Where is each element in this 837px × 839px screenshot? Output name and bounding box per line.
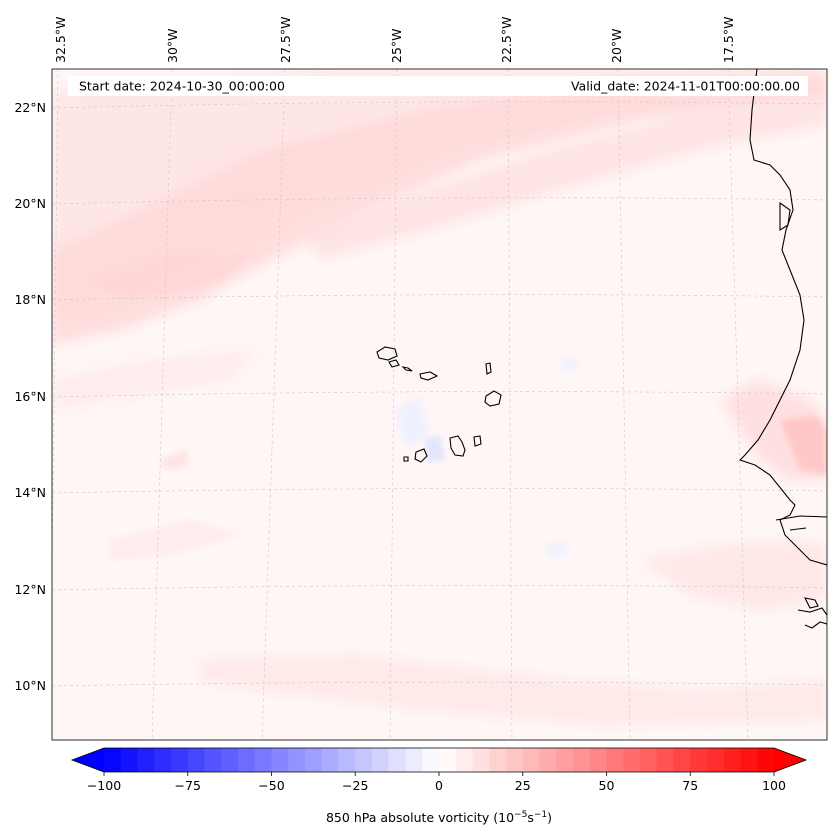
fogo-island xyxy=(414,448,428,463)
colorbar-swatch xyxy=(321,748,340,772)
colorbar-swatch xyxy=(254,748,273,772)
colorbar-swatch xyxy=(355,748,373,772)
cape-verde-islands xyxy=(376,346,502,463)
colorbar-swatch xyxy=(238,748,256,772)
colorbar-swatch xyxy=(439,748,457,772)
colorbar-swatches xyxy=(104,748,775,772)
colorbar-swatch xyxy=(656,748,675,772)
lon-label: 27.5°W xyxy=(278,17,293,63)
colorbar-swatch xyxy=(422,748,440,772)
colorbar-swatch xyxy=(707,748,725,772)
colorbar-swatch xyxy=(137,748,155,772)
boa-vista-island xyxy=(484,390,502,407)
latitude-labels: 22°N 20°N 18°N 16°N 14°N 12°N 10°N xyxy=(14,100,46,693)
colorbar-swatch xyxy=(556,748,574,772)
lon-label: 25°W xyxy=(389,28,404,63)
lon-label: 20°W xyxy=(609,28,624,63)
lat-label: 22°N xyxy=(14,100,46,115)
colorbar-swatch xyxy=(204,748,222,772)
colorbar-swatch xyxy=(171,748,189,772)
colorbar-swatch xyxy=(305,748,323,772)
colorbar-max-extend-arrow xyxy=(774,748,806,772)
colorbar-swatch xyxy=(187,748,206,772)
colorbar-swatch xyxy=(573,748,591,772)
colorbar-tick-label: 0 xyxy=(435,778,443,793)
colorbar-swatch xyxy=(388,748,407,772)
colorbar-swatch xyxy=(120,748,139,772)
colorbar-swatch xyxy=(288,748,306,772)
lon-label: 17.5°W xyxy=(721,17,736,63)
colorbar-swatch xyxy=(623,748,641,772)
header-strip xyxy=(68,76,808,96)
colorbar-swatch xyxy=(472,748,490,772)
santiago-island xyxy=(449,435,466,457)
colorbar-tick-label: 50 xyxy=(599,778,615,793)
colorbar-swatch xyxy=(455,748,474,772)
africa-coastline xyxy=(738,69,827,566)
lon-label: 22.5°W xyxy=(499,17,514,63)
colorbar: −100 −75 −50 −25 0 25 50 75 100 850 hPa absolute… xyxy=(70,747,808,825)
colorbar-swatch xyxy=(640,748,658,772)
colorbar-swatch xyxy=(757,748,775,772)
lat-label: 18°N xyxy=(14,292,46,307)
colorbar-swatch xyxy=(372,748,390,772)
start-date-label: Start date: 2024-10-30_00:00:00 xyxy=(79,79,285,94)
colorbar-tick-label: −25 xyxy=(342,778,368,793)
colorbar-swatch xyxy=(522,748,541,772)
colorbar-swatch xyxy=(723,748,742,772)
colorbar-label: 850 hPa absolute vorticity (10−5s−1) xyxy=(326,810,552,825)
colorbar-tick-label: 25 xyxy=(515,778,531,793)
colorbar-tick-label: −100 xyxy=(87,778,121,793)
colorbar-swatch xyxy=(589,748,608,772)
sao-vicente-island xyxy=(388,359,400,368)
colorbar-swatch xyxy=(740,748,758,772)
coastlines xyxy=(738,69,827,629)
colorbar-swatch xyxy=(271,748,289,772)
colorbar-tick-label: 75 xyxy=(682,778,698,793)
longitude-labels: 32.5°W 30°W 27.5°W 25°W 22.5°W 20°W 17.5… xyxy=(53,17,736,63)
maio-island xyxy=(473,435,482,447)
colorbar-tick-label: −50 xyxy=(258,778,284,793)
lat-label: 20°N xyxy=(14,196,46,211)
colorbar-swatch xyxy=(690,748,708,772)
colorbar-swatch xyxy=(489,748,507,772)
map-frame xyxy=(51,68,828,741)
colorbar-swatch xyxy=(104,748,122,772)
lat-label: 14°N xyxy=(14,485,46,500)
colorbar-swatch xyxy=(405,748,423,772)
lat-label: 12°N xyxy=(14,582,46,597)
colorbar-swatch xyxy=(154,748,172,772)
valid-date-label: Valid_date: 2024-11-01T00:00:00.00 xyxy=(571,79,800,94)
colorbar-swatch xyxy=(221,748,239,772)
vorticity-field xyxy=(52,70,827,725)
lat-label: 10°N xyxy=(14,678,46,693)
map-panel: Start date: 2024-10-30_00:00:00 Valid_da… xyxy=(52,69,827,740)
sal-island xyxy=(485,362,492,375)
colorbar-min-extend-arrow xyxy=(72,748,104,772)
sao-nicolau-island xyxy=(401,366,413,372)
colorbar-ticks: −100 −75 −50 −25 0 25 50 75 100 xyxy=(87,772,786,793)
colorbar-tick-label: 100 xyxy=(762,778,786,793)
graticule xyxy=(52,69,827,740)
lat-label: 16°N xyxy=(14,389,46,404)
colorbar-swatch xyxy=(673,748,691,772)
brava-island xyxy=(403,456,409,462)
santo-antao-island xyxy=(376,346,398,361)
colorbar-tick-label: −75 xyxy=(175,778,201,793)
lon-label: 32.5°W xyxy=(53,17,68,63)
colorbar-swatch xyxy=(338,748,356,772)
lon-label: 30°W xyxy=(165,28,180,63)
santa-luzia-island xyxy=(419,371,439,381)
colorbar-swatch xyxy=(606,748,624,772)
colorbar-swatch xyxy=(539,748,557,772)
colorbar-swatch xyxy=(506,748,524,772)
